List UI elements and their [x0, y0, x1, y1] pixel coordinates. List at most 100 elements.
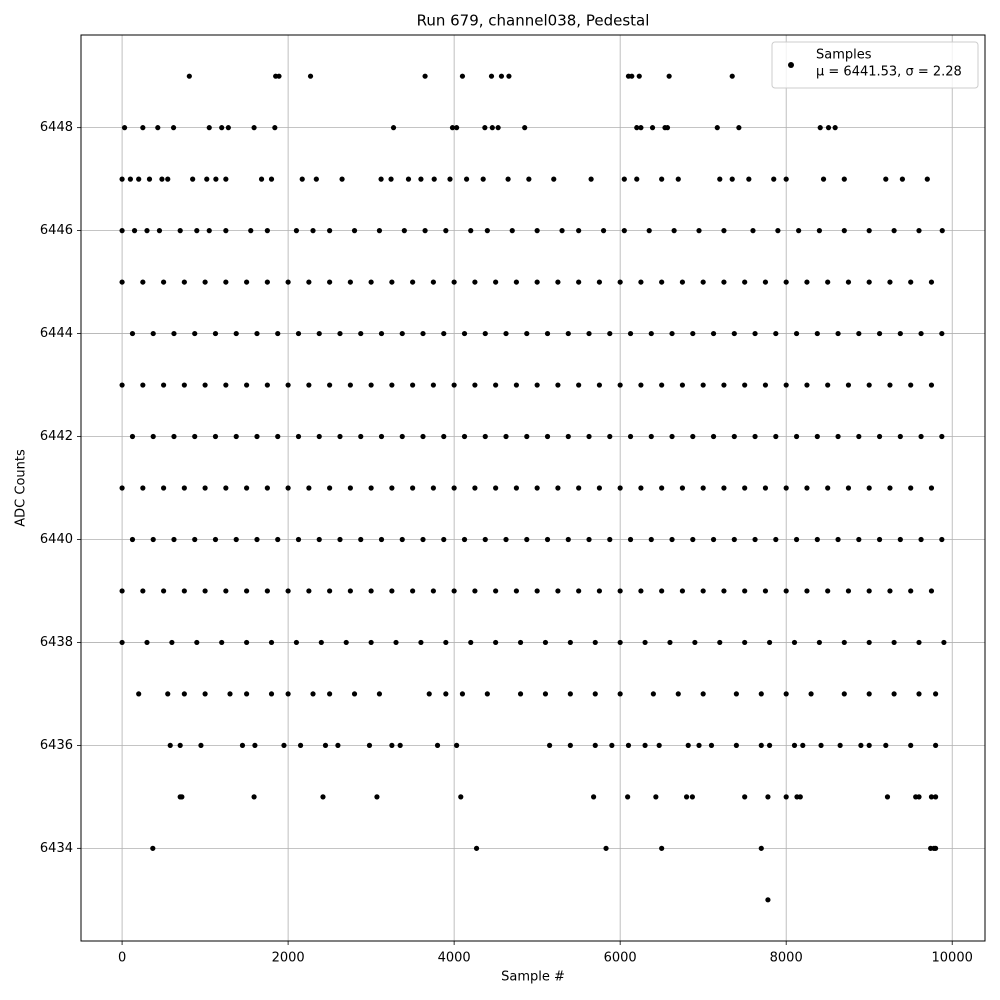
point: [551, 176, 557, 182]
point: [659, 588, 665, 594]
point: [924, 176, 930, 182]
point: [884, 794, 891, 800]
point: [482, 125, 488, 131]
point: [223, 279, 229, 285]
point: [285, 588, 291, 594]
point: [472, 382, 478, 388]
point: [544, 433, 551, 440]
point: [708, 742, 715, 748]
point: [150, 433, 156, 440]
point: [783, 588, 789, 594]
point: [534, 485, 540, 491]
point: [493, 279, 499, 285]
point: [418, 639, 424, 646]
point: [856, 536, 862, 543]
point: [140, 125, 146, 131]
point: [866, 382, 872, 388]
point: [933, 742, 939, 748]
point: [388, 176, 394, 182]
point: [555, 279, 561, 285]
point: [461, 433, 468, 440]
point: [742, 279, 748, 285]
point: [430, 279, 436, 285]
point: [420, 536, 426, 543]
x-tick-label: 6000: [604, 951, 637, 966]
point: [750, 228, 756, 234]
point: [405, 176, 412, 182]
point: [227, 691, 233, 697]
point: [933, 794, 939, 800]
point: [146, 176, 153, 182]
point: [629, 73, 635, 79]
point: [887, 588, 893, 594]
point: [845, 382, 852, 388]
point: [659, 485, 665, 491]
point: [171, 330, 177, 337]
point: [700, 588, 706, 594]
point: [791, 742, 798, 748]
point: [244, 279, 250, 285]
point: [136, 176, 142, 182]
point: [700, 691, 706, 697]
point: [150, 845, 156, 851]
point: [653, 794, 659, 800]
point: [160, 382, 167, 388]
point: [351, 228, 358, 234]
point: [399, 330, 405, 337]
point: [939, 228, 945, 234]
point: [160, 588, 167, 594]
point: [430, 382, 436, 388]
point: [621, 176, 627, 182]
point: [119, 228, 125, 234]
point: [488, 73, 495, 79]
point: [576, 382, 582, 388]
point: [841, 639, 847, 646]
point: [506, 73, 512, 79]
point: [758, 691, 764, 697]
point: [627, 536, 634, 543]
point: [796, 228, 802, 234]
point: [669, 330, 675, 337]
point: [666, 73, 672, 79]
point: [202, 279, 208, 285]
point: [327, 691, 333, 697]
point: [390, 125, 397, 131]
point: [775, 228, 781, 234]
point: [327, 382, 333, 388]
point: [198, 742, 204, 748]
point: [816, 228, 822, 234]
point: [856, 330, 862, 337]
point: [669, 433, 675, 440]
point: [617, 279, 623, 285]
point: [664, 125, 671, 131]
point: [607, 330, 613, 337]
point: [656, 742, 662, 748]
point: [517, 639, 524, 646]
point: [773, 330, 779, 337]
y-tick-label: 6434: [40, 841, 73, 856]
point: [721, 588, 727, 594]
point: [897, 433, 903, 440]
point: [410, 485, 416, 491]
point: [129, 536, 136, 543]
point: [565, 330, 571, 337]
point: [897, 330, 903, 337]
point: [887, 485, 893, 491]
point: [690, 536, 696, 543]
point: [347, 485, 353, 491]
point: [244, 485, 250, 491]
point: [212, 536, 219, 543]
point: [696, 228, 702, 234]
point: [832, 125, 838, 131]
point: [617, 588, 623, 594]
point: [422, 73, 428, 79]
point: [463, 176, 470, 182]
point: [493, 639, 499, 646]
point: [908, 485, 914, 491]
y-tick-label: 6446: [40, 223, 73, 238]
point: [244, 588, 250, 594]
point: [534, 588, 540, 594]
point: [818, 742, 824, 748]
point: [710, 433, 717, 440]
point: [389, 279, 395, 285]
